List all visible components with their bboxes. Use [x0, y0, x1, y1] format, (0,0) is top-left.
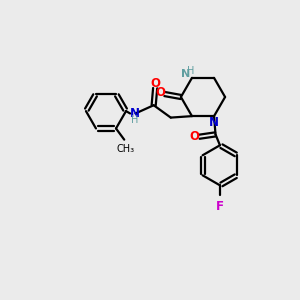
Text: F: F [216, 200, 224, 213]
Text: H: H [131, 115, 139, 125]
Text: CH₃: CH₃ [117, 144, 135, 154]
Text: O: O [150, 76, 160, 90]
Text: N: N [181, 69, 190, 79]
Text: N: N [209, 116, 219, 129]
Text: H: H [187, 66, 194, 76]
Text: O: O [155, 86, 165, 99]
Text: O: O [189, 130, 199, 143]
Text: N: N [130, 107, 140, 120]
